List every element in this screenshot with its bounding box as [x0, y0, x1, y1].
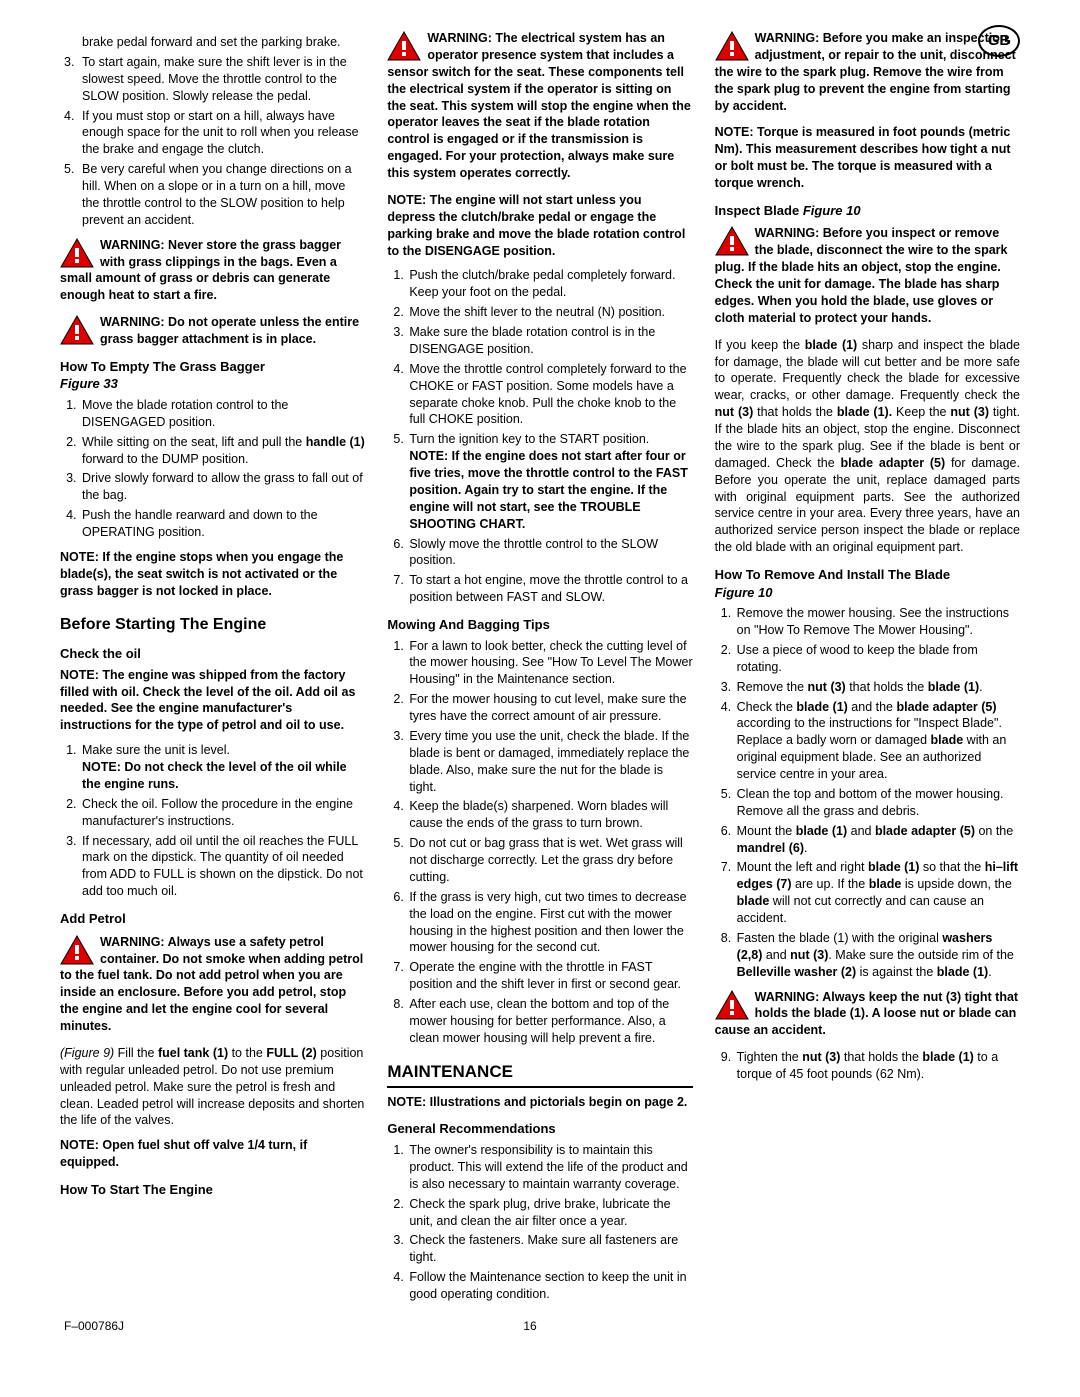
warning-icon — [387, 31, 421, 61]
list-item: For the mower housing to cut level, make… — [407, 691, 692, 725]
list-item: If necessary, add oil until the oil reac… — [80, 833, 365, 901]
remove-blade-list: Remove the mower housing. See the instru… — [715, 605, 1020, 980]
list-text: Be very careful when you change directio… — [82, 162, 352, 227]
list-item: Move the blade rotation control to the D… — [80, 397, 365, 431]
list-text: To start again, make sure the shift leve… — [82, 55, 347, 103]
heading-before-start: Before Starting The Engine — [60, 614, 365, 636]
petrol-note: NOTE: Open fuel shut off valve 1/4 turn,… — [60, 1137, 365, 1171]
list-item: Remove the mower housing. See the instru… — [735, 605, 1020, 639]
list-item: Remove the nut (3) that holds the blade … — [735, 679, 1020, 696]
list-item: After each use, clean the bottom and top… — [407, 996, 692, 1047]
list-item: Push the clutch/brake pedal completely f… — [407, 267, 692, 301]
list-item: Move the shift lever to the neutral (N) … — [407, 304, 692, 321]
list-item: Make sure the blade rotation control is … — [407, 324, 692, 358]
list-item: For a lawn to look better, check the cut… — [407, 638, 692, 689]
start-engine-list: Push the clutch/brake pedal completely f… — [387, 267, 692, 606]
inspect-para: If you keep the blade (1) sharp and insp… — [715, 337, 1020, 556]
list-item: Check the oil. Follow the procedure in t… — [80, 796, 365, 830]
warning-icon — [60, 935, 94, 965]
warning-text: WARNING: Do not operate unless the entir… — [100, 315, 359, 346]
general-list: The owner's responsibility is to maintai… — [387, 1142, 692, 1303]
warning-icon — [715, 31, 749, 61]
list-item: Tighten the nut (3) that holds the blade… — [735, 1049, 1020, 1083]
list-text: brake pedal forward and set the parking … — [82, 35, 341, 49]
empty-note: NOTE: If the engine stops when you engag… — [60, 549, 365, 600]
warning-nut-tight: WARNING: Always keep the nut (3) tight t… — [715, 989, 1020, 1040]
list-item: Check the blade (1) and the blade adapte… — [735, 699, 1020, 783]
warning-sparkplug: WARNING: Before you make an inspection, … — [715, 30, 1020, 114]
region-badge: GB — [978, 25, 1020, 57]
list-item: Slowly move the throttle control to the … — [407, 536, 692, 570]
heading-add-petrol: Add Petrol — [60, 910, 365, 928]
heading-check-oil: Check the oil — [60, 645, 365, 663]
heading-inspect-blade: Inspect Blade Figure 10 — [715, 202, 1020, 220]
warning-text: WARNING: Before you make an inspection, … — [715, 31, 1016, 113]
remove-blade-list-cont: Tighten the nut (3) that holds the blade… — [715, 1049, 1020, 1083]
list-item: Every time you use the unit, check the b… — [407, 728, 692, 796]
list-item: Mount the blade (1) and blade adapter (5… — [735, 823, 1020, 857]
footer-center: 16 — [523, 1318, 536, 1334]
warning-text: WARNING: Never store the grass bagger wi… — [60, 238, 341, 303]
list-item: Keep the blade(s) sharpened. Worn blades… — [407, 798, 692, 832]
content-columns: brake pedal forward and set the parking … — [60, 30, 1020, 1310]
warning-text: WARNING: Always use a safety petrol cont… — [60, 935, 363, 1033]
intro-list: brake pedal forward and set the parking … — [60, 34, 365, 229]
list-item: While sitting on the seat, lift and pull… — [80, 434, 365, 468]
heading-general: General Recommendations — [387, 1120, 692, 1138]
warning-icon — [715, 226, 749, 256]
maint-note: NOTE: Illustrations and pictorials begin… — [387, 1094, 692, 1111]
list-item: Check the spark plug, drive brake, lubri… — [407, 1196, 692, 1230]
torque-note: NOTE: Torque is measured in foot pounds … — [715, 124, 1020, 192]
warning-text: WARNING: Always keep the nut (3) tight t… — [715, 990, 1018, 1038]
empty-bagger-list: Move the blade rotation control to the D… — [60, 397, 365, 541]
list-item: Follow the Maintenance section to keep t… — [407, 1269, 692, 1303]
list-item: The owner's responsibility is to maintai… — [407, 1142, 692, 1193]
warning-icon — [60, 315, 94, 345]
heading-maintenance: MAINTENANCE — [387, 1061, 692, 1088]
list-item: Move the throttle control completely for… — [407, 361, 692, 429]
heading-empty-bagger: How To Empty The Grass BaggerFigure 33 — [60, 358, 365, 393]
checkoil-note: NOTE: The engine was shipped from the fa… — [60, 667, 365, 735]
list-item: Fasten the blade (1) with the original w… — [735, 930, 1020, 981]
list-item: Push the handle rearward and down to the… — [80, 507, 365, 541]
warning-attachment: WARNING: Do not operate unless the entir… — [60, 314, 365, 348]
footer-left: F–000786J — [64, 1318, 124, 1334]
warning-text: WARNING: Before you inspect or remove th… — [715, 226, 1008, 324]
list-item: Drive slowly forward to allow the grass … — [80, 470, 365, 504]
warning-icon — [60, 238, 94, 268]
warning-grass-bagger: WARNING: Never store the grass bagger wi… — [60, 237, 365, 305]
list-item: Make sure the unit is level.NOTE: Do not… — [80, 742, 365, 793]
list-item: Use a piece of wood to keep the blade fr… — [735, 642, 1020, 676]
warning-inspect-blade: WARNING: Before you inspect or remove th… — [715, 225, 1020, 326]
heading-start-engine: How To Start The Engine — [60, 1181, 365, 1199]
warning-text: WARNING: The electrical system has an op… — [387, 31, 691, 180]
warning-electrical: WARNING: The electrical system has an op… — [387, 30, 692, 182]
list-text: If you must stop or start on a hill, alw… — [82, 109, 359, 157]
list-item: Do not cut or bag grass that is wet. Wet… — [407, 835, 692, 886]
list-item: If the grass is very high, cut two times… — [407, 889, 692, 957]
list-item: Turn the ignition key to the START posit… — [407, 431, 692, 532]
page-footer: F–000786J 16 — [60, 1318, 1020, 1334]
list-item: To start a hot engine, move the throttle… — [407, 572, 692, 606]
heading-mowing-tips: Mowing And Bagging Tips — [387, 616, 692, 634]
list-item: Operate the engine with the throttle in … — [407, 959, 692, 993]
warning-icon — [715, 990, 749, 1020]
heading-remove-blade: How To Remove And Install The BladeFigur… — [715, 566, 1020, 601]
warning-petrol: WARNING: Always use a safety petrol cont… — [60, 934, 365, 1035]
mowing-list: For a lawn to look better, check the cut… — [387, 638, 692, 1047]
list-item: Clean the top and bottom of the mower ho… — [735, 786, 1020, 820]
petrol-para: (Figure 9) Fill the fuel tank (1) to the… — [60, 1045, 365, 1129]
checkoil-list: Make sure the unit is level.NOTE: Do not… — [60, 742, 365, 900]
list-item: Check the fasteners. Make sure all faste… — [407, 1232, 692, 1266]
list-item: Mount the left and right blade (1) so th… — [735, 859, 1020, 927]
start-note: NOTE: The engine will not start unless y… — [387, 192, 692, 260]
